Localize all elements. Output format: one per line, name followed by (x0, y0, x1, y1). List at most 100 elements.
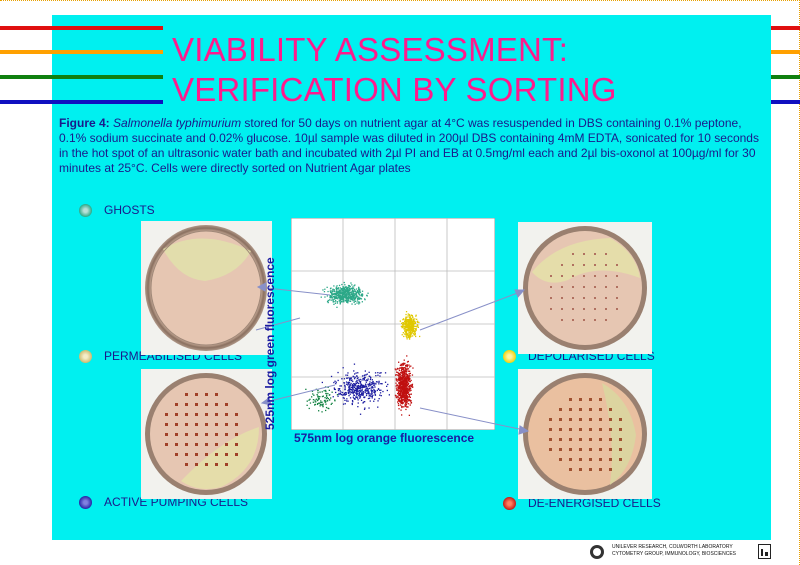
scatter-point (371, 397, 373, 399)
scatter-point (406, 397, 408, 399)
scatter-point (358, 292, 360, 294)
scatter-point (345, 374, 347, 376)
scatter-point (400, 375, 402, 377)
scatter-point (335, 297, 337, 299)
scatter-point (405, 327, 407, 329)
scatter-point (344, 394, 346, 396)
scatter-point (353, 294, 356, 297)
scatter-point (352, 300, 354, 302)
scatter-point (335, 292, 338, 294)
scatter-point (395, 369, 397, 371)
scatter-point (403, 333, 406, 335)
scatter-point (336, 292, 338, 294)
scatter-point (401, 399, 404, 401)
colony (589, 438, 592, 441)
scatter-point (328, 389, 330, 391)
dot-plot (291, 218, 495, 430)
scatter-point (410, 328, 412, 331)
scatter-point (339, 390, 341, 392)
scatter-point (404, 404, 406, 407)
scatter-point (342, 397, 344, 399)
scatter-point (403, 386, 406, 388)
colony (235, 453, 238, 456)
scatter-point (339, 303, 341, 305)
scatter-point (412, 386, 414, 388)
scatter-point (337, 293, 339, 295)
colony (609, 418, 612, 421)
scatter-point (335, 383, 337, 385)
permeabilised-dot-icon (79, 349, 92, 363)
scatter-point (349, 296, 351, 298)
scatter-point (334, 388, 336, 391)
scatter-point (405, 396, 408, 398)
scatter-point (406, 365, 409, 367)
scatter-point (330, 299, 332, 301)
scatter-point (359, 394, 361, 396)
scatter-point (371, 395, 373, 398)
scatter-point (414, 325, 416, 327)
scatter-point (356, 382, 358, 384)
scatter-point (343, 378, 346, 380)
scatter-point (400, 382, 402, 384)
scatter-point (359, 297, 361, 300)
scatter-point (409, 404, 411, 406)
scatter-point (316, 394, 318, 396)
colony (175, 443, 178, 446)
scatter-point (407, 403, 410, 405)
scatter-point (349, 288, 351, 290)
scatter-point (401, 377, 403, 379)
scatter-point (405, 392, 407, 394)
scatter-point (312, 393, 314, 395)
scatter-point (357, 397, 359, 399)
scatter-point (359, 391, 361, 393)
scatter-point (401, 327, 403, 329)
scatter-point (397, 378, 400, 380)
scatter-point (377, 372, 379, 374)
scatter-point (413, 320, 415, 323)
colony (185, 453, 188, 456)
scatter-point (357, 386, 359, 388)
scatter-point (355, 288, 358, 290)
title-line-1: VIABILITY ASSESSMENT: (172, 31, 569, 68)
scatter-point (344, 297, 347, 299)
scatter-point (330, 403, 332, 405)
scatter-point (342, 292, 344, 295)
scatter-point (366, 388, 369, 390)
scatter-point (366, 387, 368, 389)
scatter-point (358, 291, 360, 293)
colony (579, 408, 582, 411)
scatter-point (344, 284, 346, 286)
scatter-point (354, 298, 356, 300)
scatter-point (353, 397, 355, 400)
scatter-point (351, 294, 353, 296)
scatter-point (414, 320, 416, 322)
scatter-point (399, 401, 401, 403)
scatter-point (359, 382, 361, 384)
scatter-point (352, 298, 354, 300)
scatter-point (311, 390, 314, 392)
scatter-point (374, 390, 376, 392)
scatter-point (355, 381, 357, 383)
scatter-point (359, 288, 361, 291)
scatter-point (360, 386, 362, 388)
scatter-point (415, 314, 417, 316)
scatter-point (329, 295, 331, 297)
scatter-point (330, 295, 332, 297)
scatter-point (381, 383, 383, 385)
scatter-point (337, 371, 339, 374)
scatter-point (378, 380, 380, 382)
scatter-point (405, 385, 407, 387)
scatter-point (405, 316, 407, 318)
scatter-point (410, 318, 413, 320)
footer-line-1: UNILEVER RESEARCH, COLWORTH LABORATORY (612, 544, 733, 550)
scatter-point (406, 400, 408, 403)
scatter-point (368, 391, 370, 393)
scatter-point (342, 290, 344, 292)
colony (605, 308, 607, 310)
scatter-point (342, 394, 344, 396)
ghosts-dot-icon (79, 203, 92, 217)
scatter-point (367, 390, 369, 393)
scatter-point (342, 293, 344, 296)
scatter-point (347, 293, 350, 295)
colony (579, 448, 582, 451)
